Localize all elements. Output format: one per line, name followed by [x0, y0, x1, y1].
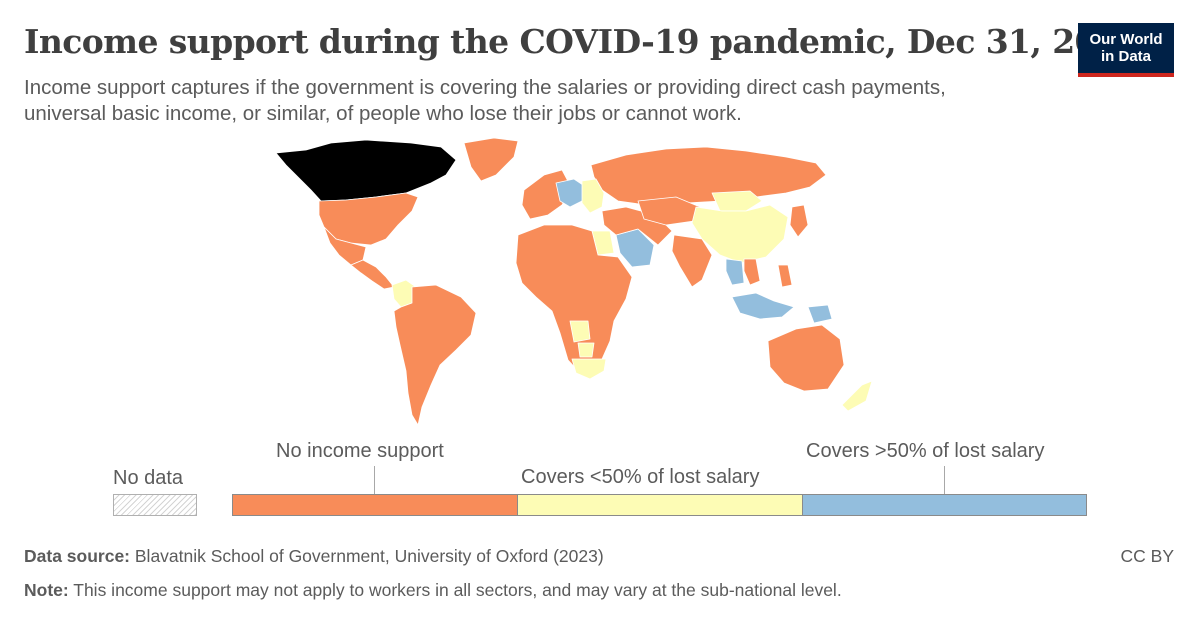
- legend-swatch-above-50[interactable]: [802, 494, 1087, 516]
- logo-text-line2: in Data: [1100, 48, 1151, 65]
- chart-subtitle: Income support captures if the governmen…: [24, 76, 946, 125]
- legend-label-below-50: Covers <50% of lost salary: [521, 466, 760, 488]
- legend-tick-no-support: [374, 466, 375, 494]
- region-papua-new-guinea[interactable]: Papua New Guinea: [807, 304, 833, 324]
- region-south-africa[interactable]: South Africa: [571, 358, 607, 380]
- legend-swatch-below-50[interactable]: [517, 494, 803, 516]
- region-canada[interactable]: [275, 139, 457, 202]
- region-eastern-europe[interactable]: Eastern Europe: [581, 178, 605, 214]
- legend-label-no-support: No income support: [276, 440, 444, 462]
- region-australia[interactable]: Australia: [767, 324, 845, 392]
- data-source: Data source: Blavatnik School of Governm…: [24, 546, 604, 567]
- region-japan[interactable]: Japan: [789, 204, 809, 238]
- region-central-america[interactable]: Central America: [350, 259, 395, 290]
- legend-no-data-swatch[interactable]: [113, 494, 197, 516]
- legend-swatch-no-support[interactable]: [232, 494, 518, 516]
- data-source-text: Blavatnik School of Government, Universi…: [130, 546, 604, 566]
- region-new-zealand[interactable]: New Zealand: [841, 380, 873, 412]
- region-russia[interactable]: Russia: [590, 146, 827, 206]
- owid-logo[interactable]: Our World in Data: [1078, 23, 1174, 77]
- chart-note: Note: This income support may not apply …: [24, 580, 842, 601]
- legend-tick-above-50: [944, 466, 945, 494]
- data-source-label: Data source:: [24, 546, 131, 566]
- world-map[interactable]: United States Mexico Greenland Central A…: [226, 135, 876, 435]
- region-greenland[interactable]: United States: [463, 137, 519, 182]
- legend-label-above-50: Covers >50% of lost salary: [806, 440, 1045, 462]
- note-text: This income support may not apply to wor…: [68, 580, 842, 600]
- region-china[interactable]: Mongolia: [691, 204, 789, 264]
- region-thailand[interactable]: Thailand: [725, 258, 745, 286]
- chart-title: Income support during the COVID-19 pande…: [24, 22, 1142, 61]
- region-mongolia[interactable]: China: [711, 190, 763, 212]
- license-label[interactable]: CC BY: [1120, 546, 1174, 566]
- region-india[interactable]: India: [671, 234, 713, 288]
- legend-no-data-label: No data: [113, 467, 184, 489]
- region-south-america[interactable]: South America: [393, 284, 477, 426]
- region-angola[interactable]: Angola: [569, 320, 591, 343]
- region-philippines[interactable]: Philippines: [777, 264, 793, 288]
- logo-text-line1: Our World: [1089, 31, 1163, 48]
- note-label: Note:: [24, 580, 69, 600]
- region-vietnam[interactable]: Vietnam: [743, 258, 761, 286]
- region-botswana[interactable]: Botswana: [577, 342, 595, 358]
- region-indonesia[interactable]: Indonesia: [731, 292, 795, 320]
- region-africa[interactable]: Africa: [515, 224, 633, 374]
